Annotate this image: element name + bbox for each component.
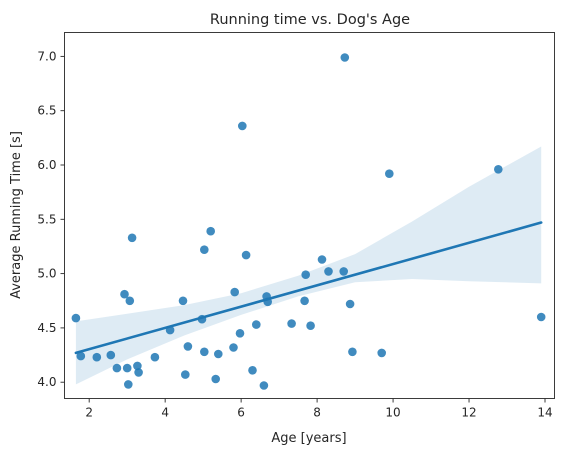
data-point-8	[124, 380, 133, 389]
y-tick-label: 6.0	[37, 158, 56, 172]
data-point-7	[122, 363, 132, 373]
x-tick-label: 2	[85, 406, 93, 420]
data-point-9	[125, 296, 135, 306]
data-point-22	[211, 374, 220, 384]
data-point-24	[229, 343, 238, 352]
data-point-11	[133, 361, 142, 371]
data-point-29	[248, 366, 257, 375]
y-tick-label: 6.5	[37, 104, 56, 118]
x-axis-ticks: 2 4 6 8 10 12 14	[85, 398, 553, 420]
data-point-17	[183, 342, 193, 351]
data-point-12	[134, 368, 143, 377]
plot-frame	[64, 32, 555, 399]
data-point-27	[238, 121, 247, 131]
y-axis-ticks: 4.0 4.5 5.0 5.5 6.0 6.5 7.0	[37, 49, 65, 389]
x-tick-label: 6	[237, 406, 245, 420]
data-point-10	[127, 233, 137, 243]
x-tick-label: 10	[385, 406, 400, 420]
data-point-21	[206, 226, 215, 236]
data-point-13	[150, 352, 160, 362]
y-tick-label: 5.0	[37, 267, 56, 281]
x-tick-label: 8	[313, 406, 321, 420]
data-point-2	[76, 351, 86, 361]
data-point-37	[306, 321, 315, 331]
x-tick-label: 4	[161, 406, 169, 420]
data-point-41	[340, 53, 350, 62]
x-axis-title: Age [years]	[271, 431, 346, 446]
data-point-39	[324, 267, 333, 276]
regression-line-layer	[74, 221, 543, 355]
data-point-31	[259, 381, 269, 390]
data-point-46	[494, 165, 503, 174]
y-tick-label: 4.0	[37, 375, 56, 389]
data-point-19	[200, 347, 209, 357]
data-point-34	[287, 319, 296, 328]
x-tick-label: 12	[461, 406, 476, 420]
confidence-band	[75, 146, 542, 385]
data-point-42	[345, 299, 355, 309]
regression-line	[74, 221, 543, 355]
data-point-16	[181, 370, 190, 379]
confidence-band-layer	[75, 146, 542, 385]
y-tick-label: 7.0	[37, 49, 56, 63]
data-point-47	[536, 312, 546, 322]
data-point-38	[317, 255, 327, 264]
y-tick-label: 4.5	[37, 321, 56, 335]
data-point-45	[385, 169, 394, 178]
data-point-26	[235, 329, 245, 338]
data-point-4	[106, 350, 116, 360]
data-point-36	[301, 270, 311, 280]
data-point-35	[300, 296, 309, 306]
data-point-25	[230, 287, 239, 297]
data-point-40	[339, 267, 349, 276]
data-point-15	[178, 296, 188, 306]
y-tick-label: 5.5	[37, 212, 56, 226]
scatter-points-layer	[71, 53, 546, 390]
data-point-23	[214, 349, 223, 359]
data-point-3	[92, 352, 102, 362]
data-point-5	[112, 363, 122, 373]
data-point-44	[377, 348, 387, 358]
data-point-20	[200, 245, 209, 254]
y-axis-title: Average Running Time [s]	[9, 131, 24, 299]
data-point-43	[348, 347, 357, 357]
data-point-30	[251, 320, 261, 329]
chart-title: Running time vs. Dog's Age	[210, 12, 410, 28]
data-point-28	[241, 250, 251, 260]
data-point-1	[71, 313, 81, 323]
x-tick-label: 14	[537, 406, 552, 420]
data-point-6	[120, 289, 129, 299]
